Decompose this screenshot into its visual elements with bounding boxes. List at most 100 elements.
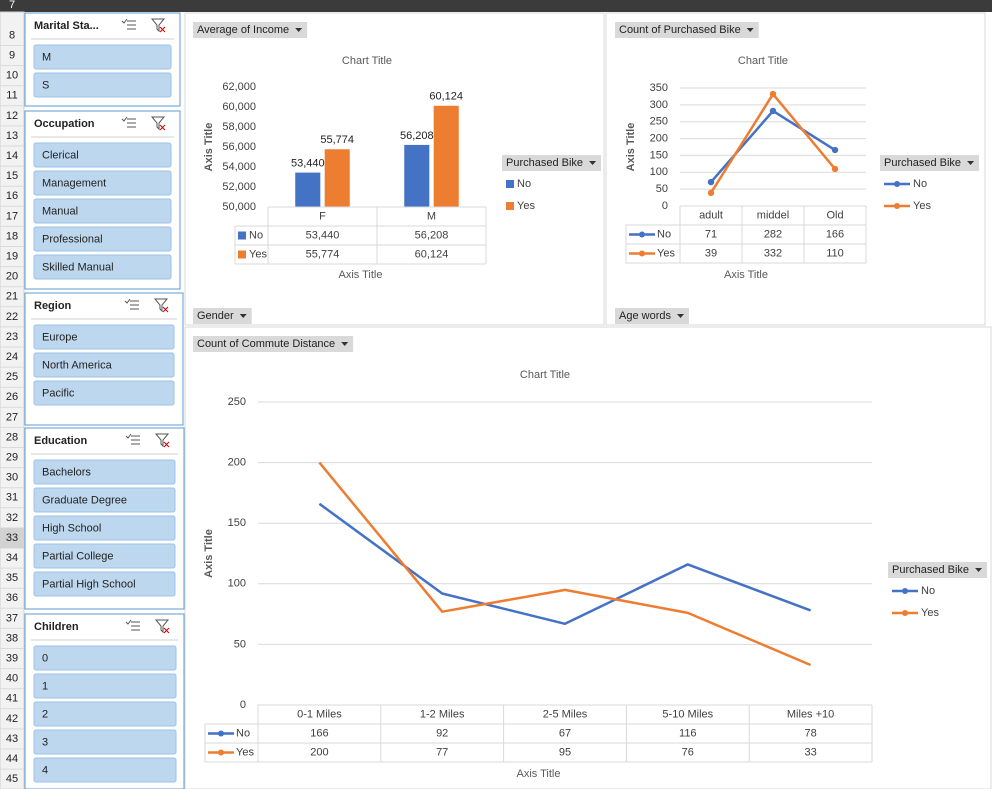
multi-select-check[interactable] <box>121 18 128 24</box>
row-number: 23 <box>6 331 18 343</box>
row-number: 31 <box>6 492 18 504</box>
slicer-item[interactable] <box>33 729 177 755</box>
slicer-item[interactable] <box>33 459 176 485</box>
row-number: 9 <box>9 50 15 62</box>
multi-select-check[interactable] <box>125 433 132 439</box>
row-number: 30 <box>6 472 18 484</box>
slicer-item[interactable] <box>33 226 172 252</box>
slicer-item[interactable] <box>33 543 176 569</box>
slicer-item[interactable] <box>33 380 175 406</box>
data-table-value: 78 <box>804 727 816 739</box>
clear-filter-icon[interactable] <box>154 619 170 634</box>
legend-key-marker <box>894 181 900 187</box>
legend-field-button[interactable] <box>880 155 980 171</box>
data-table-series-name: No <box>657 228 671 240</box>
data-table-value: 282 <box>764 228 782 240</box>
row-number: 14 <box>6 150 18 162</box>
legend-field-button-arrow[interactable] <box>589 161 597 165</box>
slicer-item[interactable] <box>33 72 172 98</box>
clear-filter-icon[interactable] <box>150 116 166 131</box>
clear-filter-x[interactable] <box>163 627 170 634</box>
axis-field-button-arrow[interactable] <box>239 314 247 318</box>
slicer-item[interactable] <box>33 515 176 541</box>
value-field-button-arrow[interactable] <box>295 28 303 32</box>
legend-field-button-arrow[interactable] <box>975 568 983 572</box>
value-field-button-arrow[interactable] <box>746 28 754 32</box>
value-field-button-arrow[interactable] <box>341 342 349 346</box>
slicer-item[interactable] <box>33 198 172 224</box>
slicer-item[interactable] <box>33 254 172 280</box>
value-field-button[interactable] <box>193 22 308 38</box>
clear-filter-icon[interactable] <box>153 298 169 313</box>
legend-field-button[interactable] <box>888 562 988 578</box>
row-number: 26 <box>6 391 18 403</box>
slicer-item-label: Skilled Manual <box>42 261 114 273</box>
slicer-item-label: Graduate Degree <box>42 494 127 506</box>
slicer-title: Marital Sta... <box>34 20 99 32</box>
series-line <box>318 461 812 667</box>
y-tick-label: 150 <box>228 517 246 529</box>
value-field-button-label: Count of Purchased Bike <box>619 24 741 36</box>
row-number: 22 <box>6 311 18 323</box>
clear-filter-x[interactable] <box>159 26 166 33</box>
legend-field-button-arrow[interactable] <box>967 161 975 165</box>
data-table-value: 92 <box>436 727 448 739</box>
multi-select-check[interactable] <box>121 116 128 122</box>
bar <box>433 105 459 207</box>
value-field-button[interactable] <box>615 22 759 38</box>
data-table-value: 77 <box>436 746 448 758</box>
chart-frame <box>184 326 992 789</box>
data-table-value: 110 <box>826 247 844 259</box>
clear-filter-icon[interactable] <box>150 18 166 33</box>
axis-field-button[interactable] <box>615 308 689 324</box>
chart-title: Chart Title <box>520 369 570 381</box>
slicer-item-label: Bachelors <box>42 466 91 478</box>
clear-filter-x[interactable] <box>162 306 169 313</box>
bar <box>404 144 430 207</box>
data-table-series-name: No <box>236 727 250 739</box>
legend-field-button[interactable] <box>502 155 602 171</box>
y-tick-label: 250 <box>228 396 246 408</box>
slicer-item[interactable] <box>33 142 172 168</box>
slicer-item[interactable] <box>33 571 176 597</box>
slicer-item[interactable] <box>33 673 177 699</box>
y-axis-title: Axis Title <box>625 123 637 172</box>
clear-filter-x[interactable] <box>159 124 166 131</box>
slicer-item-label: Professional <box>42 233 103 245</box>
slicer-item[interactable] <box>33 324 175 350</box>
row-number: 11 <box>6 90 17 102</box>
data-table-series-name: Yes <box>657 247 675 259</box>
row-number: 32 <box>6 512 18 524</box>
slicer-item[interactable] <box>33 757 177 783</box>
data-table-value: 200 <box>310 746 328 758</box>
axis-field-button-arrow[interactable] <box>676 314 684 318</box>
data-table-value: 76 <box>682 746 694 758</box>
slicer-item[interactable] <box>33 352 175 378</box>
axis-field-button[interactable] <box>193 308 252 324</box>
slicer-item[interactable] <box>33 170 172 196</box>
x-category-label: 5-10 Miles <box>662 708 713 720</box>
data-table-value: 60,124 <box>415 248 449 260</box>
row-number: 28 <box>6 431 18 443</box>
legend-field-button-label: Purchased Bike <box>892 564 969 576</box>
slicer-item[interactable] <box>33 44 172 70</box>
slicer-item[interactable] <box>33 487 176 513</box>
y-tick-label: 100 <box>228 578 246 590</box>
clear-filter-x[interactable] <box>163 441 170 448</box>
row-number: 18 <box>6 230 18 242</box>
data-table-value: 95 <box>559 746 571 758</box>
data-table-value: 166 <box>310 727 328 739</box>
slicer-item[interactable] <box>33 645 177 671</box>
y-tick-label: 60,000 <box>222 101 256 113</box>
row-number: 38 <box>6 632 18 644</box>
row-number: 27 <box>6 411 18 423</box>
value-field-button[interactable] <box>193 336 354 352</box>
slicer-item[interactable] <box>33 701 177 727</box>
multi-select-check[interactable] <box>124 298 131 304</box>
x-category-label: Miles +10 <box>787 708 834 720</box>
y-tick-label: 200 <box>650 132 668 144</box>
clear-filter-icon[interactable] <box>154 433 170 448</box>
y-tick-label: 56,000 <box>222 141 256 153</box>
multi-select-check[interactable] <box>125 619 132 625</box>
slicer-item-label: High School <box>42 522 101 534</box>
